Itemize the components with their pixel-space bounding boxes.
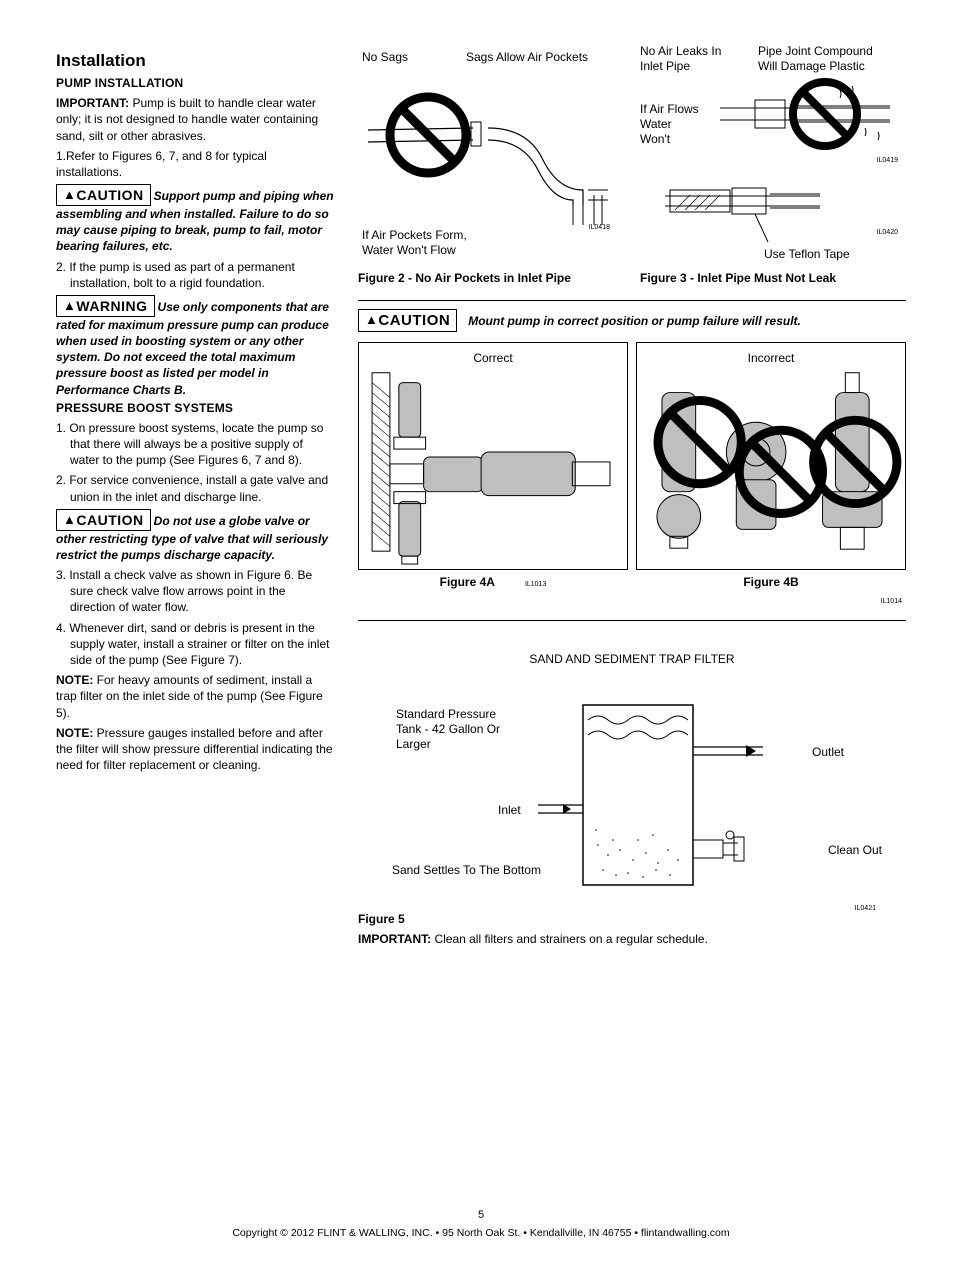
pressure-step4: 4. Whenever dirt, sand or debris is pres… xyxy=(56,620,334,669)
figure-4a-wrap: Correct xyxy=(358,342,628,606)
warning-triangle-icon: ▲ xyxy=(63,187,76,202)
fig2-label-sags: Sags Allow Air Pockets xyxy=(466,50,588,65)
caution-badge: ▲CAUTION xyxy=(358,309,457,332)
fig4-caution-row: ▲CAUTION Mount pump in correct position … xyxy=(358,309,906,332)
pressure-step2: 2. For service convenience, install a ga… xyxy=(56,472,334,504)
fig5-important-text: Clean all filters and strainers on a reg… xyxy=(431,932,708,946)
fig3-caption: Figure 3 - Inlet Pipe Must Not Leak xyxy=(640,270,906,286)
figure-5-diagram: Standard Pressure Tank - 42 Gallon Or La… xyxy=(358,685,906,905)
warning-badge: ▲WARNING xyxy=(56,295,155,317)
subtitle: PUMP INSTALLATION xyxy=(56,75,334,91)
figure-5-wrap: SAND AND SEDIMENT TRAP FILTER Standard P… xyxy=(358,651,906,948)
important-label: IMPORTANT: xyxy=(56,96,129,110)
page-footer: 5 Copyright © 2012 FLINT & WALLING, INC.… xyxy=(56,1208,906,1241)
divider xyxy=(358,620,906,621)
step1: 1.Refer to Figures 6, 7, and 8 for typic… xyxy=(56,148,334,180)
figure-3-diagram: No Air Leaks In Inlet Pipe Pipe Joint Co… xyxy=(640,50,906,262)
section-title: Installation xyxy=(56,50,334,73)
left-column: Installation PUMP INSTALLATION IMPORTANT… xyxy=(56,50,334,948)
divider xyxy=(358,300,906,301)
fig4a-label: Correct xyxy=(473,351,512,366)
fig5-important-label: IMPORTANT: xyxy=(358,932,431,946)
figure-2-panel: No Sags Sags Allow Air Pockets xyxy=(358,50,628,286)
figure-4a-panel: Correct xyxy=(358,342,628,570)
note2-para: NOTE: Pressure gauges installed before a… xyxy=(56,725,334,774)
note1-para: NOTE: For heavy amounts of sediment, ins… xyxy=(56,672,334,721)
fig3-label-leaks: No Air Leaks In Inlet Pipe xyxy=(640,44,721,74)
figure-4b-panel: Incorrect xyxy=(636,342,906,570)
note2-label: NOTE: xyxy=(56,726,93,740)
fig2-code: IL0418 xyxy=(589,223,610,232)
important-para: IMPORTANT: Pump is built to handle clear… xyxy=(56,95,334,144)
fig5-important: IMPORTANT: Clean all filters and straine… xyxy=(358,931,906,947)
pump-correct-icon xyxy=(359,343,627,569)
figure-2-diagram: No Sags Sags Allow Air Pockets xyxy=(358,50,628,262)
fig5-title: SAND AND SEDIMENT TRAP FILTER xyxy=(358,651,906,667)
fig4b-caption: Figure 4B xyxy=(743,574,798,590)
joint-diagram-icon xyxy=(640,50,905,250)
fig2-caption: Figure 2 - No Air Pockets in Inlet Pipe xyxy=(358,270,628,286)
note1-label: NOTE: xyxy=(56,673,93,687)
fig4a-caption: Figure 4A xyxy=(440,574,495,590)
page-number: 5 xyxy=(56,1208,906,1223)
fig3-label-teflon: Use Teflon Tape xyxy=(764,247,850,262)
step2: 2. If the pump is used as part of a perm… xyxy=(56,259,334,291)
caution-badge: ▲CAUTION xyxy=(56,509,151,531)
fig4b-code: IL1014 xyxy=(636,597,906,606)
fig3-code1: IL0419 xyxy=(877,156,898,165)
note2-text: Pressure gauges installed before and aft… xyxy=(56,726,333,772)
note1-text: For heavy amounts of sediment, install a… xyxy=(56,673,323,719)
caution-badge: ▲CAUTION xyxy=(56,184,151,206)
fig2-label-pockets: If Air Pockets Form, Water Won't Flow xyxy=(362,228,467,258)
warning-triangle-icon: ▲ xyxy=(63,298,76,313)
fig4-caution-text: Mount pump in correct position or pump f… xyxy=(468,313,801,329)
fig5-caption: Figure 5 xyxy=(358,911,906,927)
fig3-label-compound: Pipe Joint Compound Will Damage Plastic xyxy=(758,44,873,74)
fig3-label-ifair: If Air Flows Water Won't xyxy=(640,102,699,147)
caution2-para: ▲CAUTIONDo not use a globe valve or othe… xyxy=(56,509,334,563)
caution1-para: ▲CAUTIONSupport pump and piping when ass… xyxy=(56,184,334,254)
warning-triangle-icon: ▲ xyxy=(365,312,378,327)
fig3-code2: IL0420 xyxy=(877,228,898,237)
figure-row-1: No Sags Sags Allow Air Pockets xyxy=(358,50,906,286)
pressure-step1: 1. On pressure boost systems, locate the… xyxy=(56,420,334,469)
figure-3-panel: No Air Leaks In Inlet Pipe Pipe Joint Co… xyxy=(640,50,906,286)
trap-filter-icon xyxy=(358,685,898,905)
pressure-step3: 3. Install a check valve as shown in Fig… xyxy=(56,567,334,616)
figure-4-row: Correct xyxy=(358,342,906,606)
right-column: No Sags Sags Allow Air Pockets xyxy=(358,50,906,948)
fig4a-code: IL1013 xyxy=(525,580,546,589)
figure-4b-wrap: Incorrect xyxy=(636,342,906,606)
fig2-label-nosags: No Sags xyxy=(362,50,408,65)
pipe-diagram-icon xyxy=(358,50,628,225)
copyright-text: Copyright © 2012 FLINT & WALLING, INC. •… xyxy=(56,1226,906,1240)
pump-incorrect-icon xyxy=(637,343,905,569)
fig4b-label: Incorrect xyxy=(748,351,795,366)
fig5-code: IL0421 xyxy=(855,904,876,913)
warning-para: ▲WARNINGUse only components that are rat… xyxy=(56,295,334,398)
warning-triangle-icon: ▲ xyxy=(63,512,76,527)
pressure-title: PRESSURE BOOST SYSTEMS xyxy=(56,400,334,416)
